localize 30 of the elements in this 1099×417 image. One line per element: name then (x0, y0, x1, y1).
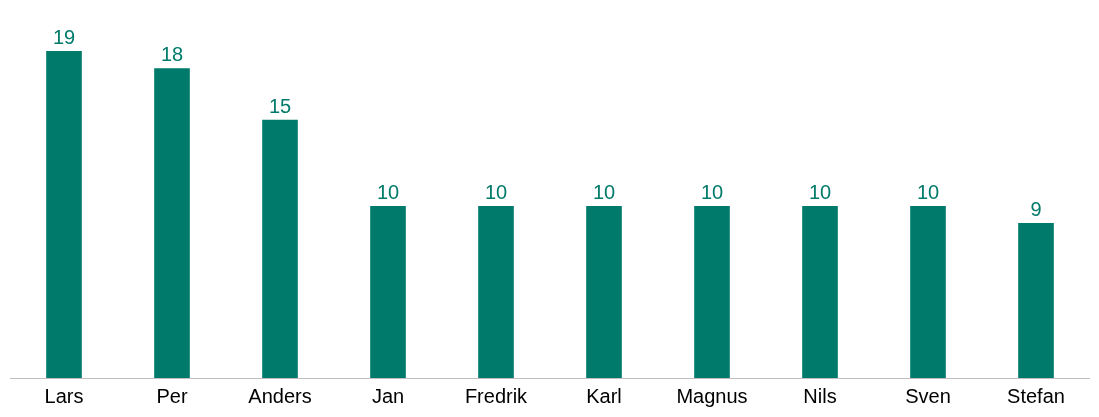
x-tick-label: Nils (803, 385, 837, 407)
x-tick-label: Anders (248, 385, 312, 407)
bar (370, 205, 406, 378)
bar (910, 205, 946, 378)
data-label: 18 (160, 43, 184, 66)
data-label: 9 (1030, 198, 1042, 221)
x-tick-label: Per (156, 385, 188, 407)
data-label: 15 (268, 94, 292, 117)
x-tick-label: Fredrik (464, 385, 529, 407)
bar (262, 119, 298, 378)
data-label: 10 (700, 180, 724, 203)
x-tick-label: Sven (905, 385, 951, 407)
bar (694, 205, 730, 378)
data-label: 19 (52, 26, 76, 48)
data-label: 10 (592, 180, 616, 203)
data-label: 10 (916, 180, 940, 203)
bar (46, 51, 82, 378)
x-tick-label: Lars (44, 385, 84, 407)
bar (586, 205, 622, 378)
bar (802, 205, 838, 378)
bar (478, 205, 514, 378)
x-tick-label: Magnus (676, 385, 748, 407)
data-label: 10 (808, 180, 832, 203)
x-tick-label: Jan (371, 385, 405, 407)
x-tick-label: Stefan (1007, 385, 1065, 407)
bar (154, 68, 190, 378)
x-tick-label: Karl (586, 385, 622, 407)
bar (1018, 223, 1054, 378)
data-label: 10 (376, 180, 400, 203)
data-label: 10 (484, 180, 508, 203)
